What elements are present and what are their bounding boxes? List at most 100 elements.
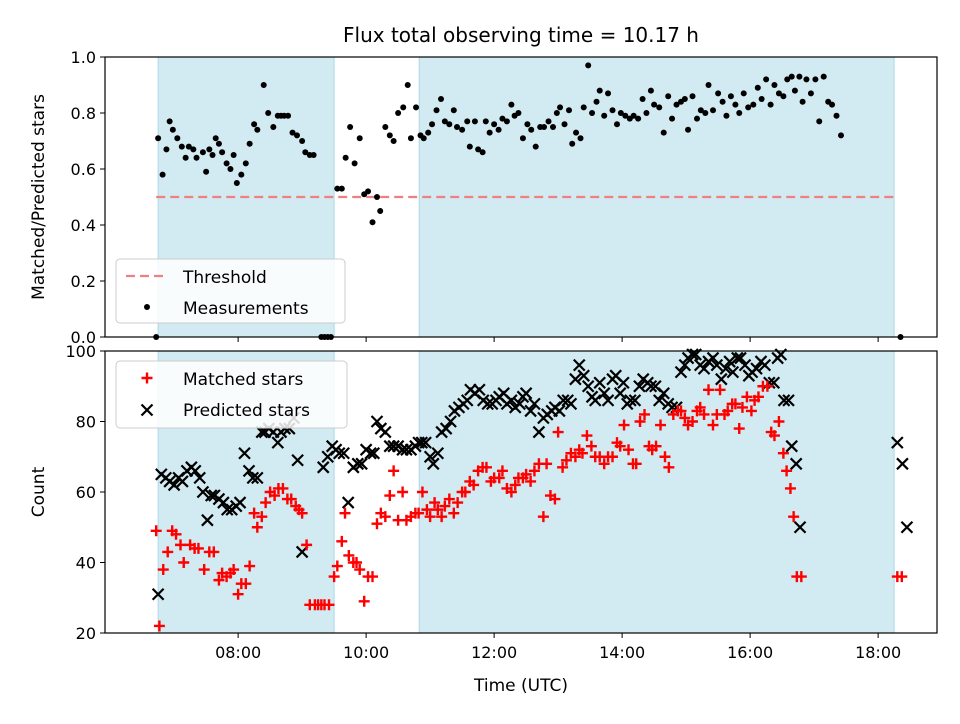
measurement-point bbox=[475, 146, 482, 153]
measurement-point bbox=[740, 90, 747, 97]
measurement-point bbox=[656, 104, 663, 111]
matched-star-point bbox=[496, 465, 508, 477]
measurement-point bbox=[593, 98, 600, 105]
matched-star-point bbox=[752, 391, 764, 403]
matched-star-point bbox=[650, 440, 662, 452]
matched-star-point bbox=[549, 493, 561, 505]
matched-star-point bbox=[397, 486, 409, 498]
measurement-point bbox=[557, 104, 564, 111]
measurement-point bbox=[233, 180, 240, 186]
measurement-point bbox=[723, 112, 730, 119]
measurement-point bbox=[400, 104, 407, 111]
measurement-point bbox=[438, 96, 444, 102]
matched-star-point bbox=[679, 412, 691, 424]
predicted-star-point bbox=[528, 397, 541, 411]
predicted-star-point bbox=[734, 351, 747, 365]
measurement-point bbox=[246, 140, 253, 147]
predicted-star-point bbox=[789, 457, 803, 471]
measurement-point bbox=[508, 101, 515, 108]
measurement-point bbox=[799, 98, 806, 105]
matched-star-point bbox=[256, 511, 268, 523]
matched-star-point bbox=[384, 490, 396, 502]
predicted-star-point bbox=[644, 379, 658, 393]
bottom-y-tick-label: 80 bbox=[76, 413, 96, 432]
predicted-star-point bbox=[316, 461, 330, 474]
matched-star-point bbox=[736, 401, 748, 413]
predicted-star-point bbox=[697, 362, 711, 375]
measurement-point bbox=[299, 138, 306, 144]
matched-star-point bbox=[675, 405, 687, 417]
matched-star-point bbox=[659, 451, 671, 463]
matched-star-point bbox=[162, 546, 174, 558]
predicted-star-point bbox=[337, 446, 350, 460]
measurement-point bbox=[390, 138, 397, 144]
predicted-star-point bbox=[628, 394, 642, 407]
measurement-point bbox=[750, 101, 757, 108]
matched-star-point bbox=[343, 549, 355, 561]
predicted-star-point bbox=[715, 372, 728, 386]
measurement-point bbox=[524, 121, 531, 128]
measurement-point bbox=[270, 124, 277, 130]
x-tick-label: 10:00 bbox=[343, 643, 389, 662]
predicted-star-point bbox=[204, 489, 218, 502]
matched-star-point bbox=[714, 384, 726, 396]
x-tick-label: 14:00 bbox=[599, 643, 645, 662]
measurement-point bbox=[660, 129, 667, 136]
measurement-point bbox=[166, 118, 173, 125]
matched-star-point bbox=[694, 401, 706, 413]
matched-star-point bbox=[703, 384, 715, 396]
legend-threshold-label: Threshold bbox=[182, 268, 267, 288]
measurement-point bbox=[639, 96, 646, 102]
predicted-star-point bbox=[593, 376, 606, 390]
matched-star-point bbox=[358, 595, 370, 607]
legend-measurements-swatch bbox=[144, 304, 150, 310]
predicted-star-point bbox=[351, 457, 365, 471]
predicted-star-point bbox=[782, 394, 795, 407]
matched-star-point bbox=[768, 430, 780, 442]
measurement-point bbox=[635, 115, 642, 122]
top-legend-box bbox=[115, 258, 346, 324]
matched-star-point bbox=[328, 571, 340, 583]
predicted-star-point bbox=[423, 450, 437, 464]
matched-star-point bbox=[452, 497, 464, 509]
predicted-star-point bbox=[201, 513, 214, 527]
matched-star-point bbox=[541, 458, 553, 470]
matched-star-point bbox=[761, 380, 773, 392]
measurement-point bbox=[454, 124, 460, 130]
matched-star-point bbox=[777, 447, 789, 459]
matched-star-point bbox=[741, 391, 753, 403]
top-y-tick-label: 0.4 bbox=[71, 216, 96, 235]
measurement-point bbox=[219, 149, 226, 156]
matched-star-point bbox=[618, 419, 630, 431]
predicted-star-point bbox=[556, 394, 570, 407]
matched-star-point bbox=[468, 479, 480, 491]
predicted-star-point bbox=[532, 425, 546, 439]
measurement-point bbox=[356, 135, 363, 142]
matched-star-point bbox=[634, 416, 646, 427]
predicted-star-point bbox=[613, 387, 627, 400]
measurement-point bbox=[169, 126, 176, 133]
measurement-point bbox=[715, 90, 722, 97]
measurement-point bbox=[601, 112, 608, 119]
predicted-star-point bbox=[387, 439, 400, 453]
measurement-point bbox=[174, 135, 181, 142]
matched-star-point bbox=[733, 423, 745, 435]
legend-matched-label: Matched stars bbox=[183, 370, 303, 390]
measurement-point bbox=[833, 112, 840, 119]
measurement-point bbox=[829, 101, 836, 108]
measurement-point bbox=[569, 140, 576, 147]
measurement-point bbox=[425, 129, 432, 136]
predicted-star-point bbox=[652, 394, 666, 407]
matched-star-point bbox=[781, 465, 793, 477]
matched-star-point bbox=[788, 511, 800, 523]
shaded-interval-1 bbox=[418, 350, 895, 634]
bottom-legend: Matched stars Predicted stars bbox=[115, 360, 348, 429]
matched-star-point bbox=[614, 440, 626, 452]
x-tick-label: 18:00 bbox=[855, 643, 901, 662]
measurement-point bbox=[550, 124, 556, 130]
bottom-panel: 20 40 60 80 100 08:00 10:00 12:00 14:00 16:00 18:0… bbox=[29, 342, 938, 662]
measurement-point bbox=[651, 101, 658, 108]
measurement-point bbox=[486, 129, 493, 136]
measurement-point bbox=[503, 118, 510, 125]
measurement-point bbox=[223, 160, 230, 167]
